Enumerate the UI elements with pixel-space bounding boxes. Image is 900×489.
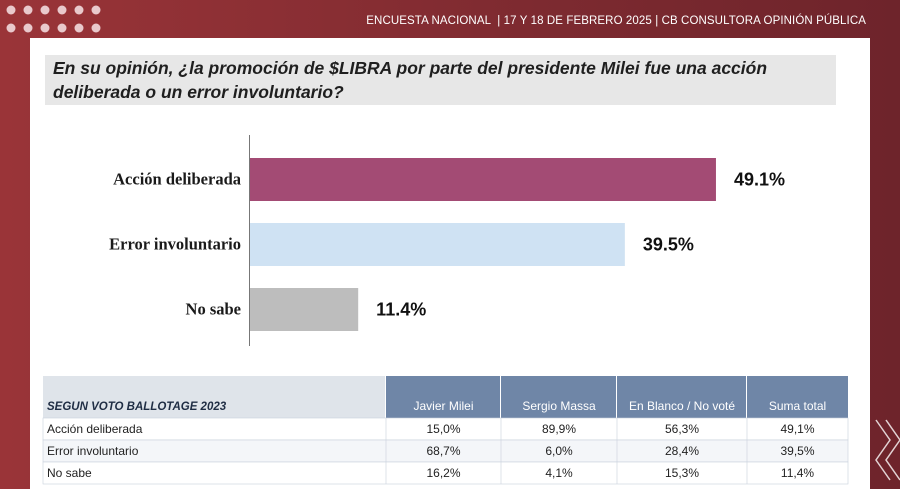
- category-label: No sabe: [186, 299, 241, 318]
- table-cell: No sabe: [47, 466, 92, 480]
- table-cell: 68,7%: [426, 444, 460, 458]
- header: ENCUESTA NACIONAL | 17 Y 18 DE FEBRERO 2…: [366, 15, 866, 27]
- value-label: 11.4%: [376, 299, 426, 319]
- table-cell: 89,9%: [542, 422, 576, 436]
- table-header-label: SEGUN VOTO BALLOTAGE 2023: [47, 401, 227, 413]
- table-header-label: Javier Milei: [413, 399, 473, 413]
- table-row: [42, 461, 849, 485]
- bar: [250, 223, 625, 266]
- table-header-label: Suma total: [769, 399, 826, 413]
- table-cell: 6,0%: [545, 444, 573, 458]
- table-cell: 15,0%: [426, 422, 460, 436]
- table-cell: 28,4%: [665, 444, 699, 458]
- table-cell: Error involuntario: [47, 444, 139, 458]
- bar: [250, 288, 359, 331]
- table-header-label: Sergio Massa: [522, 399, 596, 413]
- category-label: Acción deliberada: [113, 169, 241, 188]
- value-label: 39.5%: [643, 234, 694, 254]
- table-header-cell: [386, 376, 500, 418]
- table-header-label: En Blanco / No voté: [629, 399, 735, 413]
- table-cell: 4,1%: [545, 466, 573, 480]
- dots: [6, 5, 101, 33]
- value-label: 49.1%: [734, 169, 785, 189]
- table-cell: Acción deliberada: [47, 422, 143, 436]
- chart-title: En su opinión, ¿la promoción de $LIBRA p…: [45, 55, 836, 105]
- table-header-blank: [43, 376, 385, 418]
- table-header-cell: [617, 376, 746, 418]
- table-cell: 11,4%: [781, 466, 814, 480]
- chevrons: [875, 419, 900, 481]
- bar: [250, 158, 716, 201]
- category-label: Error involuntario: [109, 234, 241, 253]
- table-cell: 39,5%: [780, 444, 814, 458]
- table-header-cell: [501, 376, 616, 418]
- table-cell: 49,1%: [780, 422, 814, 436]
- table-cell: 56,3%: [665, 422, 699, 436]
- table-cell: 16,2%: [426, 466, 460, 480]
- table-header-cell: [747, 376, 848, 418]
- table-cell: 15,3%: [665, 466, 699, 480]
